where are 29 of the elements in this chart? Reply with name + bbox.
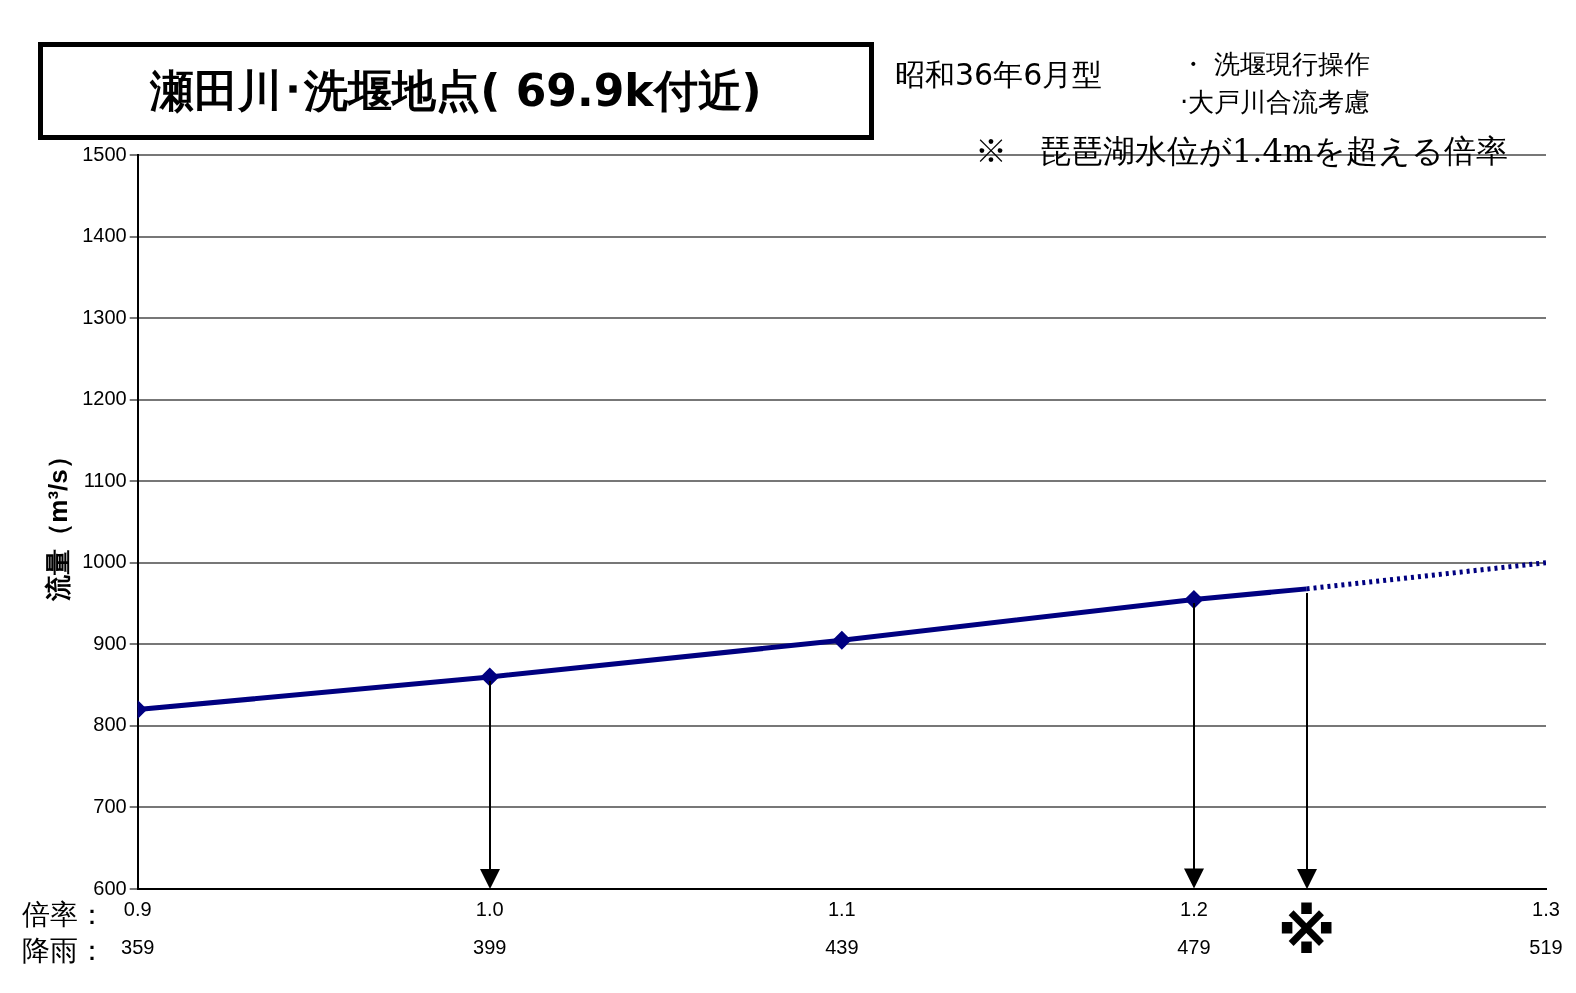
y-tick-label: 600: [93, 876, 127, 899]
y-axis-title: 流量（m³/s）: [42, 443, 73, 602]
x2-tick-label: 479: [1177, 935, 1211, 958]
y-tick-label: 1100: [83, 468, 127, 491]
x2-tick-label: 439: [825, 935, 859, 958]
x2-axis-title: 降雨：: [22, 934, 106, 968]
x2-tick-label: 359: [121, 935, 155, 958]
text: ・ 洗堰現行操作: [1180, 49, 1371, 79]
y-tick-label: 900: [93, 631, 127, 654]
x-tick-label: 1.2: [1180, 897, 1208, 920]
x2-tick-label: 519: [1529, 935, 1563, 958]
annotation: ※: [1277, 896, 1336, 967]
y-tick-label: 1300: [82, 305, 127, 328]
x2-tick-label: 399: [473, 935, 507, 958]
y-tick-label: 1000: [82, 550, 127, 573]
y-tick-label: 700: [93, 794, 127, 817]
y-tick-label: 1500: [82, 142, 127, 165]
y-tick-label: 800: [93, 713, 127, 736]
annotation: ※ 琵琶湖水位が1.4mを超える倍率: [975, 131, 1509, 172]
x-tick-label: 0.9: [123, 897, 152, 920]
chart-subtitle: 昭和36年6月型: [895, 56, 1103, 94]
text: ·大戸川合流考慮: [1180, 87, 1371, 117]
x-axis-title: 倍率：: [22, 898, 106, 932]
x-tick-label: 1.3: [1532, 897, 1560, 920]
x-tick-label: 1.1: [827, 897, 856, 920]
chart-title: 瀬田川･洗堰地点( 69.9k付近): [38, 42, 874, 140]
x-tick-label: 1.0: [475, 897, 504, 920]
y-tick-label: 1200: [82, 387, 127, 410]
y-tick-label: 1400: [82, 224, 127, 247]
